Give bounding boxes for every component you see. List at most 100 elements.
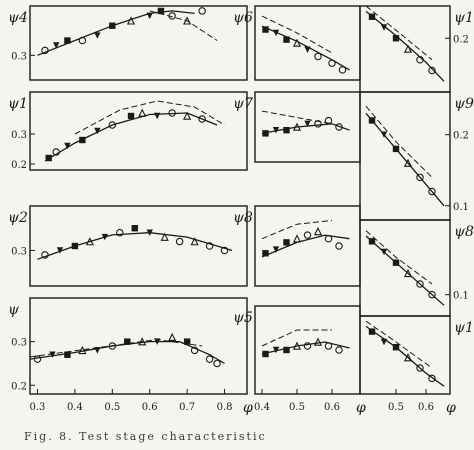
data-point-triangle: [138, 108, 147, 117]
panel-psi3: 0.2 0.3 ψ: [8, 297, 248, 395]
data-point-triangle-down: [304, 46, 311, 53]
data-point-triangle-down: [94, 32, 101, 39]
data-point-circle: [324, 342, 333, 350]
panel-frame: [359, 91, 451, 221]
x-tick-label: 0.7: [179, 402, 195, 413]
figure-caption: Fig. 8. Test stage characteristic: [24, 430, 267, 443]
fitted-curve: [37, 10, 195, 56]
data-point-circle: [428, 187, 436, 196]
data-point-circle: [335, 242, 343, 250]
x-tick-label: 0.5: [289, 402, 305, 413]
reference-curve: [365, 230, 433, 285]
data-point-triangle-down: [154, 338, 161, 345]
fitted-curve: [29, 340, 225, 365]
data-point-square: [283, 36, 290, 43]
data-point-square: [124, 338, 131, 345]
data-point-triangle-down: [56, 247, 64, 254]
panel-frame: [29, 205, 248, 287]
data-point-triangle: [403, 44, 413, 53]
data-point-triangle-down: [94, 127, 101, 135]
x-tick-label: 0.5: [388, 402, 404, 413]
data-point-triangle: [403, 268, 413, 278]
data-point-triangle: [403, 158, 413, 167]
data-point-circle: [213, 359, 221, 368]
data-point-square: [283, 239, 290, 246]
x-tick-label: 0.6: [324, 402, 340, 413]
data-point-square: [183, 338, 191, 345]
data-point-square: [262, 130, 269, 137]
data-point-triangle: [78, 345, 87, 355]
panel-frame: [254, 5, 361, 81]
data-point-circle: [335, 346, 343, 354]
x-tick-label: 0.6: [142, 402, 158, 413]
y-tick-label: 0.3: [11, 130, 27, 141]
data-point-triangle: [138, 337, 147, 346]
x-tick-label: 0.4: [254, 402, 270, 413]
data-point-triangle-down: [146, 229, 153, 236]
panel-label: ψ7: [233, 96, 253, 112]
data-point-circle: [324, 234, 333, 243]
reference-curve: [261, 15, 333, 54]
reference-curve: [74, 100, 225, 135]
panel-psi6: ψ6: [233, 5, 361, 81]
data-point-circle: [416, 55, 424, 64]
data-point-square: [262, 350, 269, 358]
panel-label: ψ5: [233, 310, 253, 326]
data-point-circle: [416, 173, 424, 182]
panel-psi2: 0.3 ψ2: [8, 205, 248, 287]
data-point-circle: [335, 123, 343, 131]
data-point-triangle-down: [380, 338, 388, 346]
data-point-triangle-down: [272, 246, 280, 253]
fitted-curve: [261, 123, 350, 135]
data-point-triangle: [168, 332, 177, 342]
data-point-circle: [52, 148, 60, 156]
data-point-circle: [190, 346, 199, 355]
y-tick-label: 0.1: [453, 291, 469, 302]
data-point-triangle-down: [272, 126, 280, 134]
data-point-circle: [324, 116, 333, 125]
data-point-circle: [198, 7, 206, 15]
panel-psi4: 0.3 ψ4: [8, 5, 248, 81]
data-point-square: [392, 145, 400, 153]
x-tick-label: 0.5: [104, 402, 120, 413]
reference-curve: [365, 320, 433, 369]
data-point-triangle: [126, 16, 136, 25]
data-point-circle: [41, 251, 49, 259]
data-point-square: [262, 26, 269, 33]
panel-label: ψ: [8, 302, 20, 318]
fitted-curve: [261, 341, 350, 355]
panel-label: ψ10: [454, 10, 474, 26]
data-point-square: [71, 242, 79, 250]
data-point-square: [79, 136, 86, 144]
y-tick-label: 0.3: [11, 338, 27, 349]
data-point-triangle: [313, 337, 323, 346]
data-point-circle: [428, 290, 436, 299]
data-point-circle: [78, 36, 87, 45]
data-point-square: [157, 7, 165, 15]
data-point-square: [64, 37, 71, 44]
data-point-circle: [108, 342, 117, 350]
data-point-circle: [303, 231, 312, 239]
data-point-triangle: [190, 237, 199, 246]
data-point-circle: [314, 52, 322, 61]
data-point-triangle: [403, 353, 413, 362]
x-axis-label: φ: [356, 400, 366, 416]
data-point-square: [127, 112, 135, 120]
data-point-triangle-down: [380, 248, 388, 256]
data-point-circle: [116, 228, 124, 237]
data-point-square: [392, 344, 400, 351]
panel-frame: [29, 5, 248, 81]
data-point-circle: [168, 109, 176, 117]
data-point-circle: [314, 120, 322, 128]
y-tick-label: 0.2: [453, 131, 469, 142]
data-point-square: [45, 154, 52, 162]
data-point-circle: [198, 115, 206, 123]
panel-frame: [254, 205, 361, 287]
panel-psi11: ψ11: [359, 315, 474, 395]
panel-psi8: ψ8: [233, 205, 361, 287]
panel-frame: [359, 219, 451, 317]
fitted-curve: [365, 112, 445, 207]
y-tick-label: 0.1: [453, 202, 469, 213]
data-point-circle: [303, 342, 312, 350]
